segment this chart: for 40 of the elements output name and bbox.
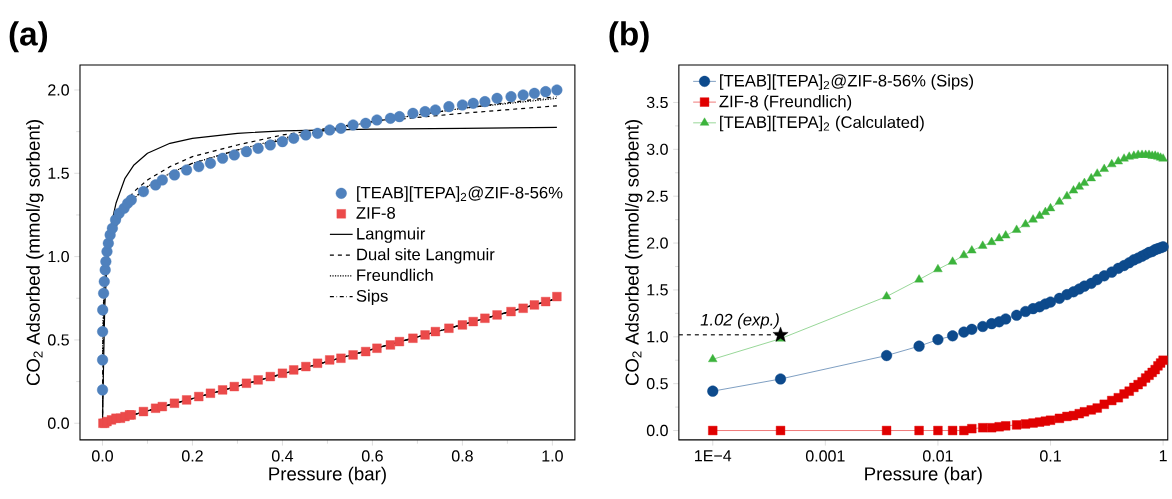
y-tick-label: 2.0 [647, 237, 668, 249]
annotation: 1.02 (exp.) [700, 313, 779, 329]
legend-label: [TEAB][TEPA]$_{2}$ (Calculated) [720, 115, 924, 132]
x-tick-label: 0.6 [361, 450, 383, 462]
y-tick-label: 1.5 [647, 284, 668, 296]
y-tick-label: 3.5 [646, 96, 668, 109]
y-tick-label: 3.0 [646, 143, 668, 156]
x-tick-label: 0.4 [271, 450, 294, 462]
chart-title: (b) [609, 21, 649, 53]
legend-label: Sips [356, 289, 388, 306]
x-axis-title: Pressure (bar) [269, 466, 386, 485]
y-tick-label: 0.5 [47, 334, 69, 346]
y-axis-title: CO$_{2}$ Adsorbed (mmol/g sorbent) [625, 120, 643, 386]
legend-label: ZIF-8 (Freundlich) [719, 95, 852, 111]
x-axis-title: Pressure (bar) [865, 466, 982, 485]
legend-label: [TEAB][TEPA]$_{2}$@ZIF-8-56% [357, 186, 563, 202]
legend-label: Dual site Langmuir [357, 248, 495, 264]
legend-label: Langmuir [357, 227, 426, 243]
x-tick-label: 0.1 [1040, 450, 1061, 462]
x-tick-label: 1 [1159, 450, 1167, 462]
y-tick-label: 1.0 [48, 251, 69, 263]
x-tick-label: 1E−4 [695, 450, 732, 462]
y-tick-label: 2.5 [647, 190, 668, 202]
y-tick-label: 1.5 [48, 167, 69, 179]
legend-label: ZIF-8 [356, 207, 396, 219]
x-tick-label: 1.0 [542, 450, 563, 462]
x-tick-label: 0.0 [92, 450, 113, 462]
legend-label: Freundlich [357, 268, 433, 282]
x-tick-label: 0.01 [922, 450, 953, 462]
chart-title: (a) [9, 21, 48, 53]
y-tick-label: 0.5 [646, 378, 668, 390]
legend-label: [TEAB][TEPA]$_{2}$@ZIF-8-56% (Sips) [720, 74, 974, 90]
y-axis-title: CO$_{2}$ Adsorbed (mmol/g sorbent) [26, 120, 44, 386]
x-tick-label: 0.001 [805, 450, 845, 462]
x-tick-label: 0.2 [181, 450, 203, 462]
y-tick-label: 2.0 [48, 84, 69, 96]
y-tick-label: 0.0 [646, 424, 668, 437]
y-tick-label: 1.0 [647, 331, 668, 343]
x-tick-label: 0.8 [451, 450, 473, 462]
y-tick-label: 0.0 [47, 417, 69, 429]
